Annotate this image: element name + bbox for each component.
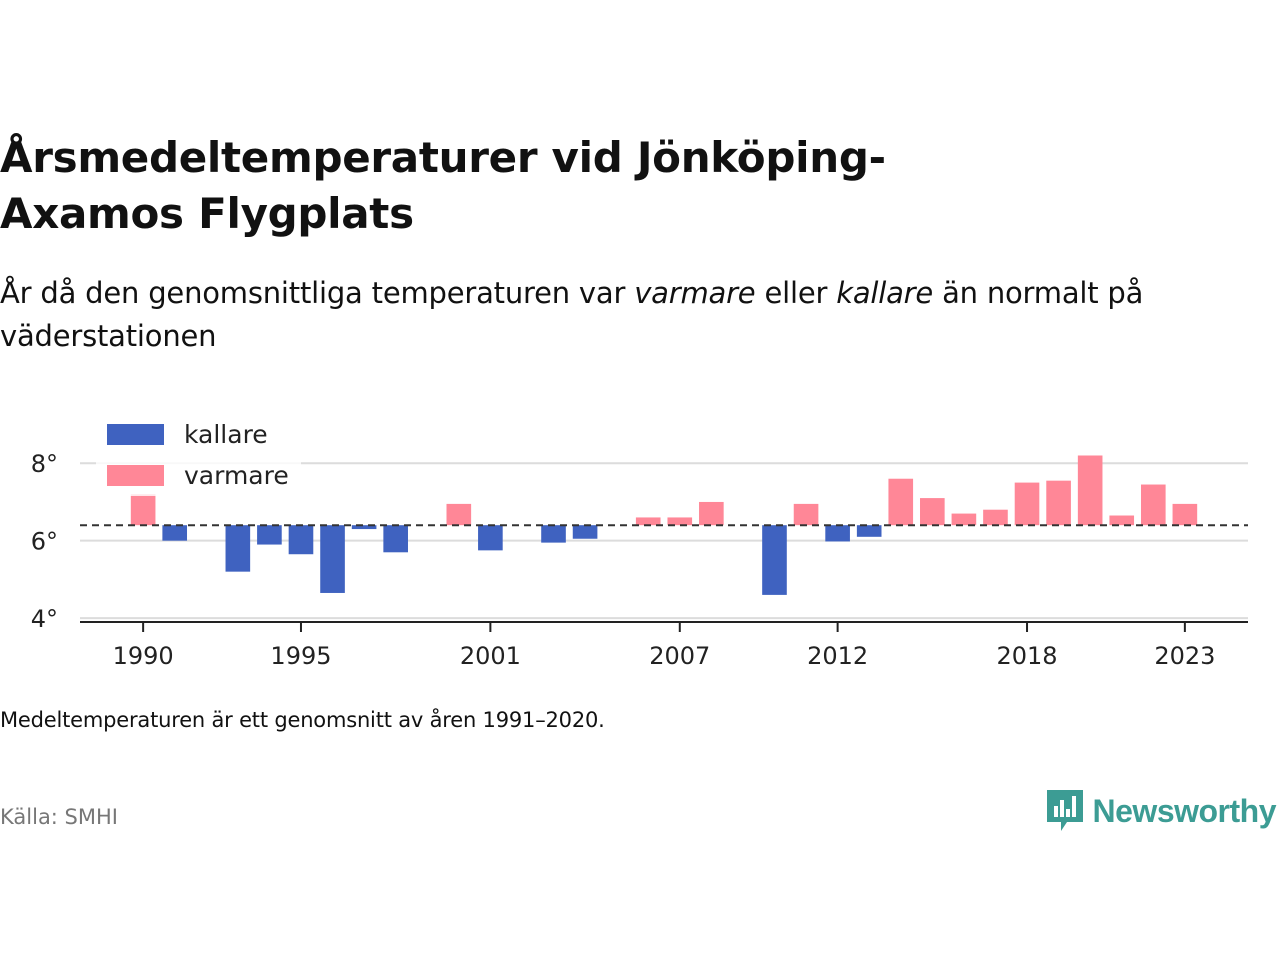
legend-label-kallare: kallare	[184, 420, 268, 449]
x-tick-label-2012: 2012	[807, 642, 868, 670]
subtitle-part-3: än normalt på väderstationen	[0, 276, 1144, 353]
bar-2011	[793, 503, 819, 526]
subtitle-colder-word: kallare	[836, 276, 934, 310]
legend-swatch-kallare	[107, 424, 164, 445]
bar-2022	[1140, 484, 1166, 526]
bar-2019	[1046, 480, 1071, 526]
x-tick-label-2023: 2023	[1154, 642, 1215, 670]
x-tick-label-2001: 2001	[460, 642, 521, 670]
bars	[130, 455, 1198, 595]
y-tick-label-4: 4°	[31, 605, 58, 633]
bar-2016	[951, 513, 977, 526]
subtitle-warmer-word: varmare	[634, 276, 756, 310]
bar-1997	[351, 525, 377, 530]
subtitle-part-2: eller	[755, 276, 837, 310]
y-axis-labels: 4° 6° 8°	[31, 450, 58, 633]
source-label: Källa: SMHI	[0, 805, 118, 829]
bar-2007	[667, 517, 693, 526]
x-tick-label-2007: 2007	[649, 642, 710, 670]
bar-2010	[762, 525, 787, 595]
bar-chart: 4° 6° 8° 1990 1995 2001 2007 2012 2018 2023 kall…	[31, 410, 1248, 670]
bar-2012	[825, 525, 850, 542]
logo-text: Newsworthy	[1092, 792, 1277, 829]
x-axis-ticks: 1990 1995 2001 2007 2012 2018 2023	[113, 622, 1215, 670]
bar-chart-speech-bubble-icon	[1046, 790, 1083, 831]
legend: kallare varmare	[96, 410, 301, 496]
subtitle-part-1: År då den genomsnittliga temperaturen va…	[0, 276, 635, 310]
bar-2021	[1109, 515, 1135, 526]
y-tick-label-8: 8°	[31, 450, 58, 478]
bar-2008	[699, 501, 724, 526]
bar-1994	[257, 525, 282, 545]
bar-2006	[635, 517, 661, 526]
bar-2020	[1077, 455, 1103, 526]
x-tick-label-2018: 2018	[996, 642, 1057, 670]
bar-2015	[920, 498, 945, 526]
bar-2001	[478, 525, 503, 551]
x-tick-label-1990: 1990	[113, 642, 174, 670]
chart-title: Årsmedeltemperaturer vid Jönköping-Axamo…	[0, 133, 886, 238]
bar-2003	[541, 525, 566, 543]
bar-2013	[856, 525, 882, 537]
bar-2018	[1014, 482, 1040, 526]
legend-swatch-varmare	[107, 465, 164, 486]
chart-subtitle: År då den genomsnittliga temperaturen va…	[0, 272, 1270, 358]
legend-label-varmare: varmare	[184, 461, 289, 490]
newsworthy-logo: Newsworthy	[1046, 790, 1277, 832]
bar-2004	[572, 525, 598, 539]
y-tick-label-6: 6°	[31, 528, 58, 556]
bar-2023	[1172, 503, 1198, 526]
bar-1998	[383, 525, 408, 553]
bar-2017	[983, 509, 1008, 526]
x-tick-label-1995: 1995	[270, 642, 331, 670]
bar-1995	[288, 525, 314, 555]
bar-1991	[162, 525, 188, 541]
footnote: Medeltemperaturen är ett genomsnitt av å…	[0, 708, 605, 732]
bar-2000	[446, 503, 472, 526]
bar-1993	[225, 525, 251, 572]
bar-1996	[320, 525, 345, 593]
bar-1990	[130, 494, 156, 526]
bar-2014	[888, 478, 914, 526]
